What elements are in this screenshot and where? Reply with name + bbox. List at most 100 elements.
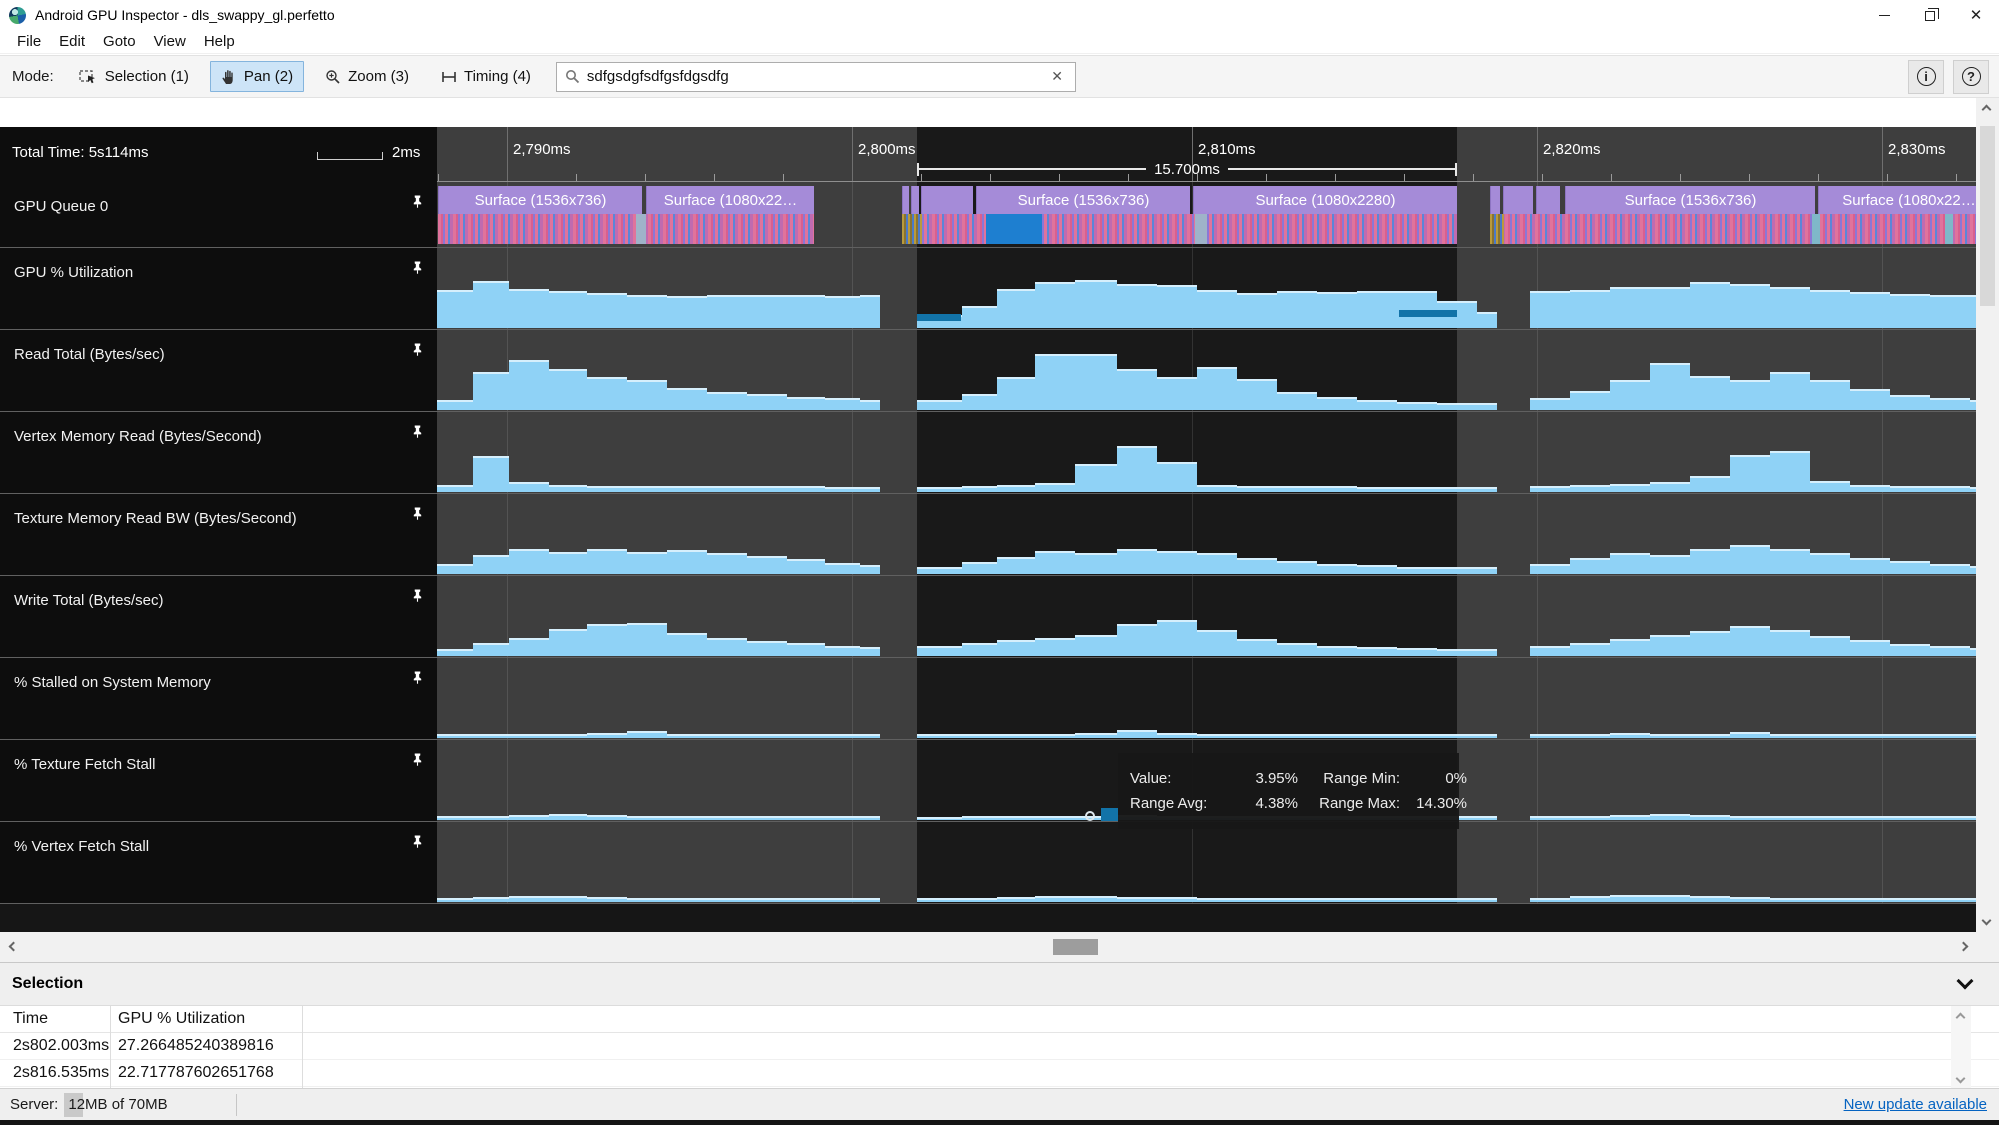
- selection-mode-button[interactable]: Selection (1): [68, 61, 200, 92]
- surface-sliver[interactable]: [1490, 186, 1500, 214]
- track-row-6[interactable]: % Stalled on System Memory: [0, 658, 1976, 740]
- surface-slice[interactable]: Surface (1536x736): [438, 186, 642, 214]
- pin-icon[interactable]: [411, 670, 424, 690]
- track-label-cell[interactable]: % Stalled on System Memory: [0, 658, 437, 739]
- chart-step: [1035, 733, 1075, 738]
- chart-step: [997, 815, 1035, 820]
- horizontal-scrollbar[interactable]: [0, 932, 1999, 962]
- chart-step: [962, 305, 997, 328]
- pin-icon[interactable]: [411, 588, 424, 608]
- track-label-cell[interactable]: Vertex Memory Read (Bytes/Second): [0, 412, 437, 493]
- command-stripes[interactable]: [902, 214, 1457, 244]
- track-row-4[interactable]: Texture Memory Read BW (Bytes/Second): [0, 494, 1976, 576]
- column-header-gpu-util: GPU % Utilization: [118, 1010, 246, 1027]
- pin-icon[interactable]: [411, 506, 424, 526]
- time-ruler[interactable]: 2,790ms 2,800ms 2,810ms 2,820ms 2,830ms: [437, 127, 1976, 182]
- search-input[interactable]: sdfgsdgfsdfgsfdgsdfg ✕: [555, 61, 1076, 92]
- track-chart-area[interactable]: [437, 576, 1976, 657]
- track-label-cell[interactable]: % Texture Fetch Stall: [0, 740, 437, 821]
- collapse-chevron-icon[interactable]: [1956, 972, 1974, 990]
- track-chart-area[interactable]: [437, 412, 1976, 493]
- chart-step: [1650, 363, 1690, 410]
- update-link[interactable]: New update available: [1843, 1096, 1987, 1113]
- chart-step: [1810, 815, 1850, 820]
- menu-item-edit[interactable]: Edit: [59, 33, 86, 50]
- menu-item-view[interactable]: View: [153, 33, 186, 50]
- track-row-1[interactable]: GPU % Utilization: [0, 248, 1976, 330]
- chart-step: [627, 730, 667, 738]
- track-label-cell[interactable]: Read Total (Bytes/sec): [0, 330, 437, 411]
- track-label-cell[interactable]: Write Total (Bytes/sec): [0, 576, 437, 657]
- command-stripes[interactable]: [438, 214, 814, 244]
- info-button[interactable]: i: [1908, 59, 1944, 94]
- table-row[interactable]: 2s816.535ms 22.717787602651768: [0, 1060, 1999, 1087]
- chart-step: [917, 646, 962, 656]
- track-chart-area[interactable]: [437, 248, 1976, 329]
- surface-sliver[interactable]: [911, 186, 919, 214]
- pin-icon[interactable]: [411, 260, 424, 280]
- track-label-cell[interactable]: GPU % Utilization: [0, 248, 437, 329]
- scroll-up-icon[interactable]: [1981, 104, 1992, 115]
- track-label-cell[interactable]: % Vertex Fetch Stall: [0, 822, 437, 903]
- surface-slice[interactable]: Surface (1536x736): [1565, 186, 1815, 214]
- pin-icon[interactable]: [411, 342, 424, 362]
- track-chart-area[interactable]: [437, 330, 1976, 411]
- pin-icon[interactable]: [411, 834, 424, 854]
- toolbar: Mode: Selection (1) Pan (2) Zoom (3) Timing…: [0, 55, 1999, 98]
- timeline[interactable]: 2,790ms 2,800ms 2,810ms 2,820ms 2,830ms Tota…: [0, 127, 1976, 932]
- pin-icon[interactable]: [411, 194, 424, 214]
- scroll-down-icon[interactable]: [1981, 915, 1992, 926]
- restore-button[interactable]: [1907, 0, 1953, 30]
- track-chart-area[interactable]: [437, 494, 1976, 575]
- scroll-right-icon[interactable]: [1958, 941, 1969, 952]
- track-row-gpu-queue[interactable]: GPU Queue 0 Surface (1536x736) Surface (1…: [0, 182, 1976, 248]
- surface-sliver[interactable]: [921, 186, 973, 214]
- surface-slice[interactable]: Surface (1536x736): [976, 186, 1190, 214]
- track-chart-area[interactable]: [437, 658, 1976, 739]
- chart-step: [1530, 486, 1570, 492]
- timing-mode-button[interactable]: Timing (4): [430, 61, 542, 92]
- pan-mode-button[interactable]: Pan (2): [209, 61, 305, 92]
- menu-item-goto[interactable]: Goto: [103, 33, 136, 50]
- track-row-3[interactable]: Vertex Memory Read (Bytes/Second): [0, 412, 1976, 494]
- horizontal-scroll-thumb[interactable]: [1053, 939, 1098, 955]
- track-name: % Stalled on System Memory: [14, 674, 211, 691]
- pin-icon[interactable]: [411, 752, 424, 772]
- table-scroll-down-icon[interactable]: [1955, 1073, 1966, 1084]
- chart-step: [917, 898, 962, 902]
- help-button[interactable]: ?: [1953, 59, 1989, 94]
- surface-slice[interactable]: Surface (1080x2280): [1193, 186, 1457, 214]
- total-time-label: Total Time: 5s114ms: [12, 144, 149, 161]
- search-clear-icon[interactable]: ✕: [1051, 68, 1063, 84]
- surface-sliver[interactable]: [1503, 186, 1533, 214]
- table-row[interactable]: 2s802.003ms 27.266485240389816: [0, 1033, 1999, 1060]
- track-chart-area[interactable]: [437, 822, 1976, 903]
- minimize-button[interactable]: [1861, 0, 1907, 30]
- chart-step: [787, 898, 825, 902]
- chart-step: [1237, 293, 1277, 328]
- track-label-cell[interactable]: GPU Queue 0: [0, 182, 437, 247]
- selection-panel-header[interactable]: Selection: [0, 962, 1999, 1006]
- zoom-mode-button[interactable]: Zoom (3): [314, 61, 420, 92]
- track-row-7[interactable]: % Texture Fetch Stall: [0, 740, 1976, 822]
- surface-sliver[interactable]: [1536, 186, 1560, 214]
- scroll-left-icon[interactable]: [8, 941, 19, 952]
- table-scrollbar[interactable]: [1951, 1006, 1971, 1088]
- table-scroll-up-icon[interactable]: [1955, 1012, 1966, 1023]
- surface-slice[interactable]: Surface (1080x22…: [1818, 186, 1976, 214]
- track-label-cell[interactable]: Texture Memory Read BW (Bytes/Second): [0, 494, 437, 575]
- track-row-2[interactable]: Read Total (Bytes/sec): [0, 330, 1976, 412]
- chart-step: [962, 562, 997, 574]
- track-row-8[interactable]: % Vertex Fetch Stall: [0, 822, 1976, 904]
- menu-item-help[interactable]: Help: [203, 33, 235, 50]
- gpu-queue-content[interactable]: Surface (1536x736) Surface (1080x22… Surfa…: [437, 182, 1976, 247]
- vertical-scrollbar[interactable]: [1976, 98, 1999, 932]
- command-stripes[interactable]: [1490, 214, 1976, 244]
- close-button[interactable]: ✕: [1953, 0, 1999, 30]
- surface-sliver[interactable]: [902, 186, 909, 214]
- track-row-5[interactable]: Write Total (Bytes/sec): [0, 576, 1976, 658]
- surface-slice[interactable]: Surface (1080x22…: [646, 186, 814, 214]
- menu-item-file[interactable]: File: [17, 33, 42, 50]
- vertical-scroll-thumb[interactable]: [1980, 126, 1995, 306]
- pin-icon[interactable]: [411, 424, 424, 444]
